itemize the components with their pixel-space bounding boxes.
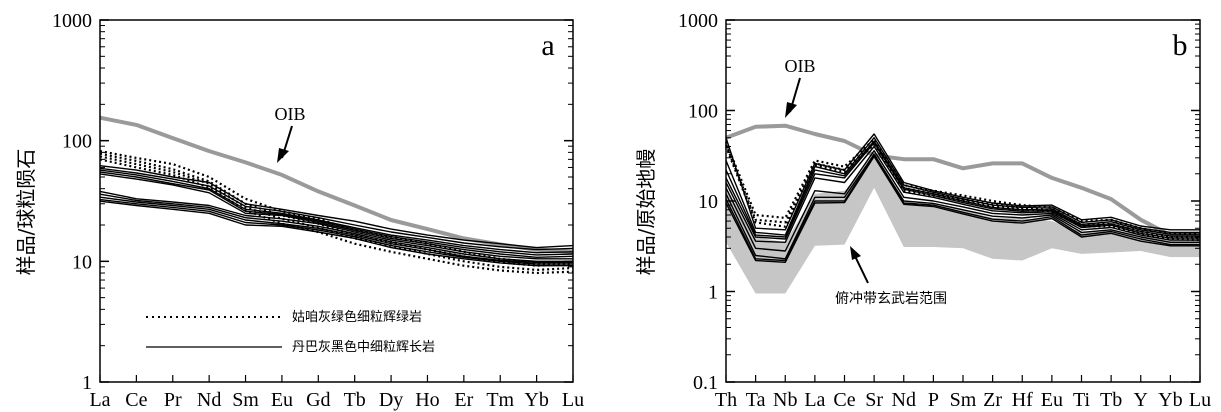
panel-a-ytick-label: 1000	[52, 10, 92, 32]
panel-a-xtick-label: Gd	[306, 389, 330, 411]
panel-a-frame	[99, 19, 574, 383]
panel-a-solid-series-4	[99, 171, 574, 256]
panel-a-solid-series-8	[99, 196, 573, 264]
panel-b-solid-series-8	[725, 154, 1200, 262]
panel-b-solid-series-4	[725, 142, 1200, 240]
panel-a-xtick-label: Ce	[125, 389, 147, 411]
panel-b-solid-series-7	[725, 153, 1200, 260]
panel-a-xtick-label: Yb	[524, 389, 548, 411]
panel-b-ytick-label: 1000	[678, 10, 718, 32]
panel-a-oib-arrow	[277, 125, 293, 163]
panel-b-oib-arrow	[785, 77, 801, 118]
panel-a-xtick-label: Pr	[164, 389, 182, 411]
panel-b-ytick-label: 100	[688, 101, 718, 123]
panel-b-oib-label: OIB	[785, 56, 816, 76]
panel-b: 样品/原始地幔 0.1 1 10 100 1000 Th Ta Nb La Ce Sr Nd P Sm Zr…	[634, 10, 1211, 411]
panel-b-xtick-label: Lu	[1189, 389, 1211, 411]
panel-b-dotted-series-2	[724, 141, 1201, 240]
panel-b-xtick-label: Nd	[892, 389, 916, 411]
panel-b-xtick-label: Y	[1134, 389, 1148, 411]
panel-b-xtick-label: Ce	[833, 389, 855, 411]
panel-a-oib-label: OIB	[275, 104, 306, 124]
panel-a-xtick-label: La	[89, 389, 110, 411]
panel-b-ytick-label: 10	[698, 191, 718, 213]
panel-b-ytick-label: 0.1	[693, 372, 718, 394]
panel-a-dotted-series-2	[99, 152, 574, 267]
panel-a-dotted-series-4	[99, 158, 574, 275]
panel-b-solid-series-6	[725, 149, 1200, 252]
panel-a-xtick-label: Sm	[232, 389, 259, 411]
panel-b-oib-line	[725, 123, 1200, 238]
panel-b-letter: b	[1173, 29, 1188, 62]
panel-a-solid-series-6	[99, 190, 573, 260]
panel-b-solid-series-9	[725, 155, 1200, 263]
panel-b-field-label: 俯冲带玄武岩范围	[835, 290, 947, 307]
panel-b-ylabel: 样品/原始地幔	[634, 149, 658, 276]
panel-a-xtick-label: Tm	[486, 389, 514, 411]
panel-b-xtick-label: P	[928, 389, 939, 411]
panel-b-dotted-series-1	[724, 138, 1201, 236]
panel-b-field-area	[726, 157, 1200, 294]
panel-b-xtick-label: Yb	[1158, 389, 1182, 411]
panel-a-dotted-series-1	[99, 150, 573, 264]
panel-b-xtick-label: Sm	[950, 389, 977, 411]
legend-solid-label: 丹巴灰黑色中细粒辉长岩	[292, 339, 435, 355]
panel-a-xtick-label: Nd	[197, 389, 221, 411]
panel-b-xtick-label: Sr	[865, 389, 883, 411]
panel-b-xtick-label: Ti	[1073, 389, 1091, 411]
legend-dotted-label: 姑咱灰绿色细粒辉绿岩	[292, 309, 422, 325]
panel-b-solid-series-1	[725, 133, 1200, 231]
panel-a-ytick-label: 1	[82, 372, 92, 394]
panel-a-xtick-label: Ho	[415, 389, 439, 411]
panel-b-xtick-label: Ta	[746, 389, 766, 411]
panel-a-xtick-label: Lu	[562, 389, 584, 411]
panel-a-xtick-label: Er	[454, 389, 473, 411]
panel-b-ytick-label: 1	[708, 282, 718, 304]
panel-b-solid-series-5	[725, 145, 1200, 244]
panel-b-xtick-label: Zr	[983, 389, 1002, 411]
panel-a-ylabel: 样品/球粒陨石	[14, 149, 38, 276]
panel-b-xtick-label: Nb	[773, 389, 797, 411]
legend: 姑咱灰绿色细粒辉绿岩 丹巴灰黑色中细粒辉长岩	[146, 309, 435, 355]
panel-a-xtick-label: Eu	[271, 389, 293, 411]
panel-a-letter: a	[541, 29, 554, 62]
panel-a-ytick-label: 10	[72, 251, 92, 273]
panel-a-xtick-label: Dy	[379, 389, 403, 411]
panel-a-solid-series-5	[99, 173, 574, 258]
panel-a-solid-series-2	[99, 167, 574, 251]
panel-b-field-arrow	[850, 246, 869, 284]
panel-b-xtick-label: Eu	[1041, 389, 1063, 411]
panel-a-xtick-label: Tb	[344, 389, 366, 411]
panel-a-ytick-label: 100	[62, 131, 92, 153]
panel-b-dotted-series-3	[724, 143, 1201, 242]
panel-b-xtick-label: Th	[715, 389, 737, 411]
panel-b-xtick-label: Tb	[1100, 389, 1122, 411]
panel-a-solid-series-3	[99, 169, 574, 254]
panel-a: 样品/球粒陨石 1 10 100 1000 La Ce Pr Nd Sm Eu Gd Tb Dy Ho Er…	[14, 10, 584, 411]
panel-a-dotted-series-3	[99, 155, 574, 271]
panel-b-xtick-label: La	[804, 389, 825, 411]
panel-b-xtick-label: Hf	[1012, 389, 1033, 411]
